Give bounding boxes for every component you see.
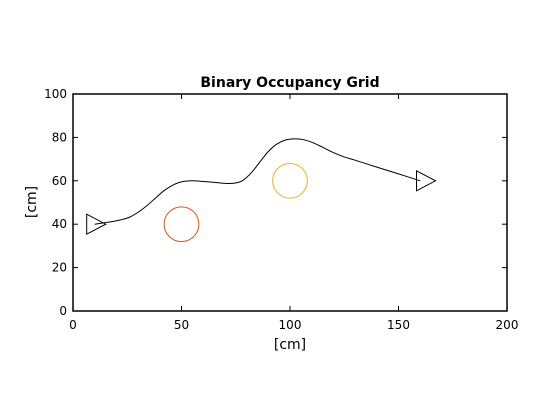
x-tick-label: 150 (387, 318, 410, 332)
x-axis-label: [cm] (274, 337, 306, 353)
robot-path-line (94, 138, 421, 225)
y-tick-label: 0 (59, 304, 67, 318)
axes-box (72, 93, 508, 312)
plot-area (72, 93, 508, 312)
obstacle-circle (163, 206, 200, 243)
chart-title: Binary Occupancy Grid (200, 75, 379, 91)
x-tick-label: 200 (496, 318, 519, 332)
obstacle-circle (272, 162, 308, 199)
pose-marker-triangle (416, 169, 437, 192)
x-tick-label: 100 (279, 318, 302, 332)
pose-marker-triangle (86, 213, 107, 236)
y-tick-label: 60 (52, 174, 67, 188)
y-axis-label: [cm] (24, 186, 40, 218)
x-tick-label: 50 (174, 318, 189, 332)
tick-labels: 0 50 100 150 200 0 20 40 60 80 100 (44, 87, 518, 332)
y-tick-label: 100 (44, 87, 67, 101)
y-tick-label: 20 (52, 261, 67, 275)
y-tick-label: 80 (52, 130, 67, 144)
x-tick-label: 0 (69, 318, 77, 332)
y-tick-label: 40 (52, 217, 67, 231)
